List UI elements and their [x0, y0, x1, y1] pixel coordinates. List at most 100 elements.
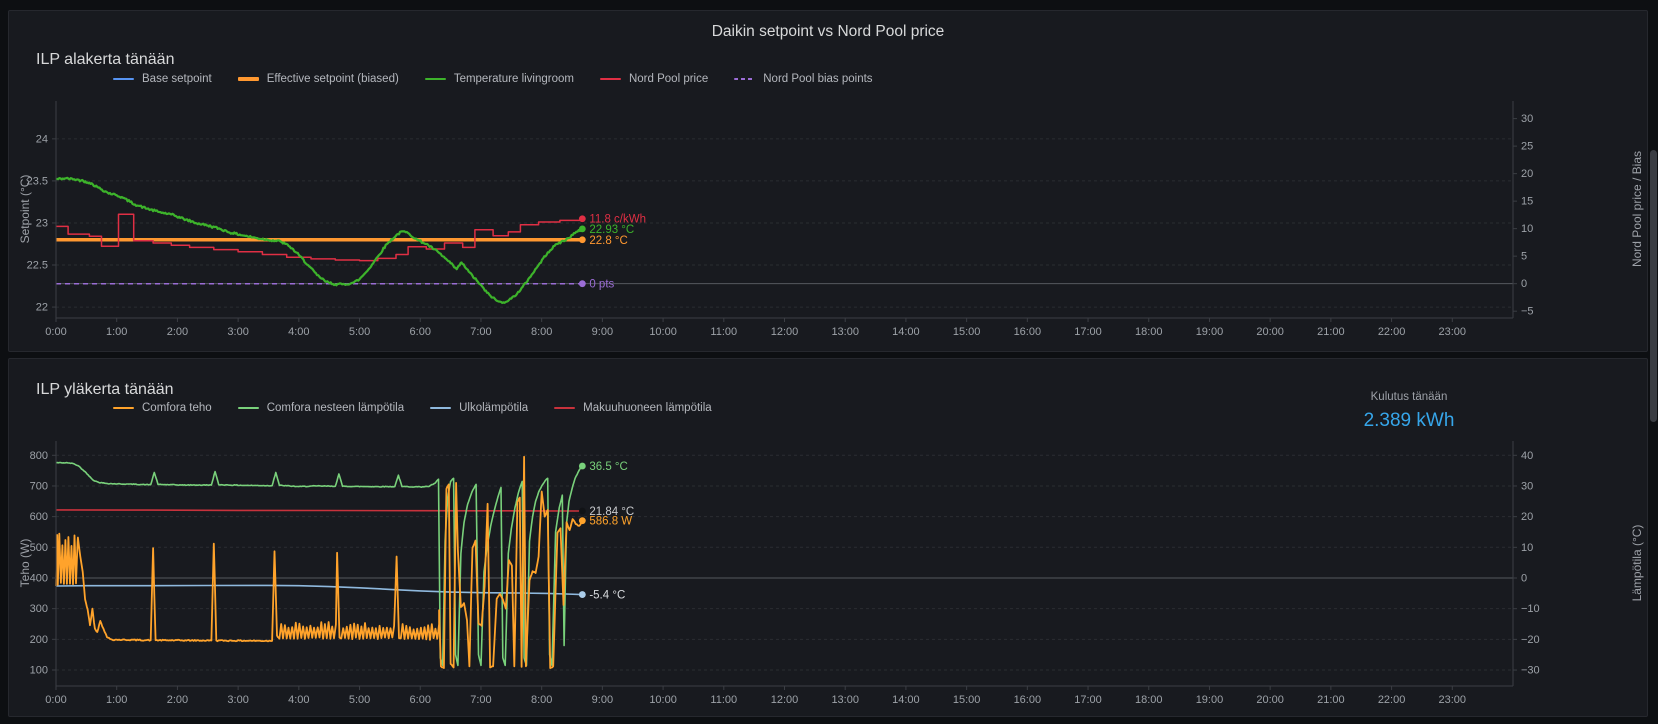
stat-kulutus-label: Kulutus tänään: [1370, 391, 1448, 403]
legend-label-base-setpoint: Base setpoint: [142, 73, 212, 85]
x-tick-label: 18:00: [1135, 694, 1163, 706]
right-tick-label: 25: [1521, 141, 1533, 153]
left-tick-label: 22: [36, 302, 48, 314]
x-tick-label: 4:00: [288, 694, 309, 706]
right-tick-label: 10: [1521, 542, 1533, 554]
right-tick-label: −10: [1521, 603, 1540, 615]
right-tick-label: −20: [1521, 634, 1540, 646]
left-tick-label: 200: [30, 634, 48, 646]
legend-label-temperature-livingroom: Temperature livingroom: [453, 73, 574, 85]
legend-ylakerta: Comfora teho Comfora nesteen lämpötila Ulk…: [113, 402, 712, 414]
left-tick-label: 600: [30, 511, 48, 523]
left-axis-title-setpoint: Setpoint (°C): [18, 174, 32, 244]
legend-item-ulkolampotila[interactable]: Ulkolämpötila: [430, 402, 528, 414]
left-tick-label: 24: [36, 133, 48, 145]
x-tick-label: 0:00: [45, 694, 66, 706]
end-label-comfora-nesteen-lampotila: 36.5 °C: [589, 461, 627, 473]
end-dot-nordpool-price: [578, 215, 586, 223]
legend-label-nordpool-price: Nord Pool price: [628, 73, 709, 85]
left-tick-label: 500: [30, 542, 48, 554]
legend-item-nordpool-price[interactable]: Nord Pool price: [599, 73, 709, 85]
legend-item-nordpool-bias-points[interactable]: Nord Pool bias points: [734, 73, 873, 85]
left-tick-label: 800: [30, 450, 48, 462]
legend-item-base-setpoint[interactable]: Base setpoint: [113, 73, 212, 85]
end-dot-comfora-nesteen-lampotila: [578, 462, 586, 470]
x-tick-label: 23:00: [1439, 326, 1467, 338]
left-tick-label: 22.5: [27, 260, 48, 272]
right-tick-label: 0: [1521, 278, 1527, 290]
legend-label-ulkolampotila: Ulkolämpötila: [459, 402, 529, 414]
series-nordpool-price: [56, 213, 584, 262]
left-tick-label: 23: [36, 217, 48, 229]
x-tick-label: 5:00: [349, 326, 370, 338]
right-axis-title-lampotila: Lämpötila (°C): [1630, 524, 1644, 602]
x-tick-label: 11:00: [710, 326, 737, 338]
left-axis-title-teho: Teho (W): [18, 538, 32, 588]
left-tick-label: 400: [30, 572, 48, 584]
right-tick-label: 20: [1521, 168, 1533, 180]
x-tick-label: 14:00: [892, 326, 920, 338]
end-label-ulkolampotila: -5.4 °C: [589, 590, 625, 602]
x-tick-label: 17:00: [1074, 326, 1102, 338]
right-tick-label: 40: [1521, 450, 1533, 462]
right-tick-label: 15: [1521, 196, 1533, 208]
x-tick-label: 7:00: [470, 326, 491, 338]
legend-label-makuuhuoneen-lampotila: Makuuhuoneen lämpötila: [583, 402, 712, 414]
x-tick-label: 1:00: [106, 694, 127, 706]
panel-ilp-ylakerta: ILP yläkerta tänään Kulutus tänään 2.389…: [8, 358, 1648, 717]
x-tick-label: 12:00: [771, 694, 799, 706]
x-tick-label: 19:00: [1196, 694, 1224, 706]
end-dot-comfora-teho: [578, 517, 586, 525]
legend-swatch-comfora-nesteen-lampotila: [237, 407, 259, 409]
x-tick-label: 10:00: [649, 326, 677, 338]
legend-swatch-effective-setpoint: [237, 77, 259, 81]
left-tick-label: 100: [30, 664, 48, 676]
panel-title-ylakerta[interactable]: ILP yläkerta tänään: [36, 381, 174, 398]
legend-item-temperature-livingroom[interactable]: Temperature livingroom: [424, 73, 574, 85]
legend-label-comfora-teho: Comfora teho: [142, 402, 212, 414]
series-comfora-nesteen-lampotila: [55, 461, 583, 667]
legend-item-makuuhuoneen-lampotila[interactable]: Makuuhuoneen lämpötila: [554, 402, 712, 414]
x-tick-label: 7:00: [470, 694, 491, 706]
x-tick-label: 8:00: [531, 694, 552, 706]
x-tick-label: 15:00: [953, 694, 981, 706]
x-tick-label: 1:00: [106, 326, 127, 338]
end-dot-makuuhuoneen-lampotila: [578, 507, 586, 515]
right-axis-title-nordpool: Nord Pool price / Bias: [1630, 150, 1644, 268]
end-dot-ulkolampotila: [578, 591, 586, 598]
x-tick-label: 16:00: [1014, 326, 1042, 338]
series-temperature-livingroom: [55, 176, 584, 304]
legend-item-effective-setpoint[interactable]: Effective setpoint (biased): [237, 73, 399, 85]
end-dot-temperature-livingroom: [578, 225, 586, 233]
x-tick-label: 13:00: [831, 694, 859, 706]
chart-ylakerta: 0:00 1:00 2:00 3:00 4:00 5:00 6:00 7:00 8:00 9:00…: [30, 441, 1540, 706]
scrollbar-thumb[interactable]: [1650, 150, 1657, 422]
x-tick-label: 22:00: [1378, 326, 1406, 338]
x-tick-label: 23:00: [1439, 694, 1467, 706]
x-tick-label: 19:00: [1196, 326, 1224, 338]
x-tick-label: 17:00: [1074, 694, 1102, 706]
x-tick-label: 6:00: [410, 326, 431, 338]
x-tick-label: 10:00: [649, 694, 677, 706]
chart-alakerta: 0:00 1:00 2:00 3:00 4:00 5:00 6:00 7:00 8:00 9:00…: [27, 101, 1534, 338]
x-tick-label: 20:00: [1256, 326, 1284, 338]
end-dot-effective-setpoint: [578, 236, 586, 244]
legend-swatch-nordpool-bias-points: [734, 78, 756, 80]
series-ulkolampotila: [55, 584, 583, 596]
right-tick-label: 20: [1521, 511, 1533, 523]
legend-item-comfora-teho[interactable]: Comfora teho: [113, 402, 212, 414]
x-tick-label: 11:00: [710, 694, 737, 706]
x-tick-label: 20:00: [1256, 694, 1284, 706]
end-label-nordpool-bias-points: 0 pts: [589, 279, 614, 291]
x-tick-label: 12:00: [771, 326, 799, 338]
x-tick-label: 9:00: [592, 694, 613, 706]
legend-label-effective-setpoint: Effective setpoint (biased): [266, 73, 399, 85]
panel-title-alakerta[interactable]: ILP alakerta tänään: [36, 51, 175, 68]
right-tick-label: 10: [1521, 223, 1533, 235]
legend-item-comfora-nesteen-lampotila[interactable]: Comfora nesteen lämpötila: [237, 402, 405, 414]
end-label-nordpool-price: 11.8 c/kWh: [589, 214, 646, 226]
right-tick-label: −5: [1521, 306, 1534, 318]
legend-label-comfora-nesteen-lampotila: Comfora nesteen lämpötila: [266, 402, 405, 414]
stat-kulutus-value: 2.389 kWh: [1363, 410, 1455, 431]
